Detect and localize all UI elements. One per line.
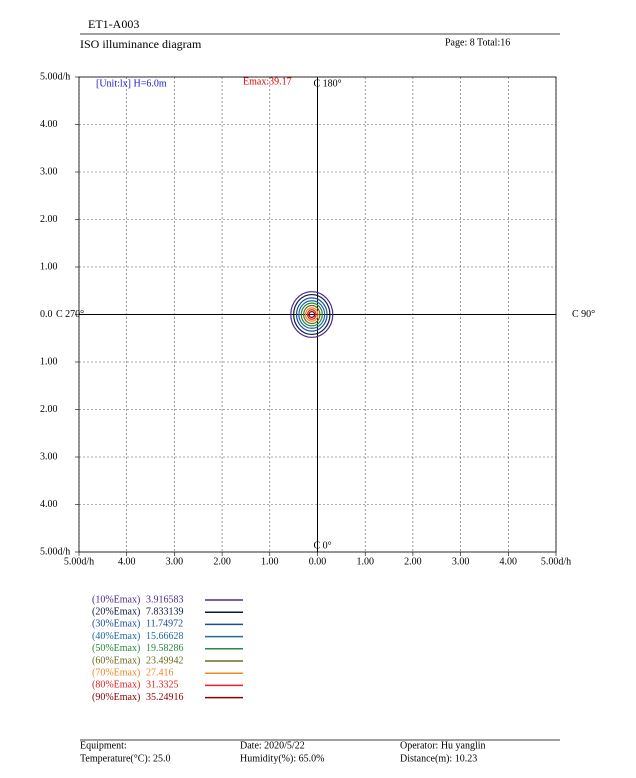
y-tick-label: 2.00 xyxy=(40,404,58,415)
legend-level: 7.833139 xyxy=(146,606,184,617)
legend-name: (10%Emax) xyxy=(92,594,140,605)
x-tick-label: 0.00 xyxy=(309,556,327,567)
legend-level: 31.3325 xyxy=(146,680,179,691)
legend-level: 35.24916 xyxy=(146,692,184,703)
x-tick-label: 2.00 xyxy=(213,556,231,567)
iso-contour xyxy=(308,311,316,318)
iso-contour xyxy=(300,302,323,327)
operator: Operator: Hu yanglin xyxy=(400,740,486,751)
legend-name: (20%Emax) xyxy=(92,606,140,617)
iso-contour xyxy=(306,309,317,320)
y-tick-label: 1.00 xyxy=(40,261,58,272)
legend-level: 15.66628 xyxy=(146,631,184,642)
page-info: Page: 8 Total:16 xyxy=(445,37,510,48)
y-tick-label: 4.00 xyxy=(40,119,58,130)
legend-name: (80%Emax) xyxy=(92,680,140,691)
legend-level: 3.916583 xyxy=(146,594,184,605)
y-tick-label: 3.00 xyxy=(40,166,58,177)
humidity: Humidity(%): 65.0% xyxy=(240,753,324,764)
x-tick-label: 3.00 xyxy=(452,556,470,567)
legend-level: 23.49942 xyxy=(146,655,184,666)
unit-label: [Unit:lx] H=6.0m xyxy=(96,78,167,89)
x-tick-label: 2.00 xyxy=(404,556,422,567)
x-tick-label: 4.00 xyxy=(118,556,136,567)
equipment: Equipment: xyxy=(80,740,127,751)
date: Date: 2020/5/22 xyxy=(240,740,305,751)
c-label-right: C 90° xyxy=(572,309,595,320)
c-label-bottom: C 0° xyxy=(314,540,332,551)
iso-contour xyxy=(293,293,331,336)
c-label-left: C 270° xyxy=(56,309,84,320)
x-tick-label: 1.00 xyxy=(261,556,279,567)
iso-contour xyxy=(295,297,328,332)
legend-level: 27.416 xyxy=(146,667,174,678)
c-label-top: C 180° xyxy=(314,78,342,89)
legend-level: 11.74972 xyxy=(146,619,183,630)
iso-contour xyxy=(298,300,326,329)
iso-contour xyxy=(290,291,334,338)
x-tick-label: 5.00d/h xyxy=(541,556,571,567)
x-tick-label: 4.00 xyxy=(500,556,518,567)
iso-contour xyxy=(303,304,321,325)
legend-name: (90%Emax) xyxy=(92,692,140,703)
y-tick-label: 2.00 xyxy=(40,214,58,225)
y-tick-label: 3.00 xyxy=(40,451,58,462)
iso-contour xyxy=(304,307,319,322)
y-tick-label: 4.00 xyxy=(40,499,58,510)
x-tick-label: 5.00d/h xyxy=(64,556,94,567)
legend-name: (60%Emax) xyxy=(92,655,140,666)
y-tick-label: 5.00d/h xyxy=(40,546,70,557)
legend-level: 19.58286 xyxy=(146,643,184,654)
legend-name: (70%Emax) xyxy=(92,667,140,678)
legend-name: (30%Emax) xyxy=(92,619,140,630)
y-tick-label: 1.00 xyxy=(40,356,58,367)
distance: Distance(m): 10.23 xyxy=(400,753,477,764)
report-code: ET1-A003 xyxy=(88,17,139,31)
report-title: ISO illuminance diagram xyxy=(80,37,202,51)
y-tick-label: 5.00d/h xyxy=(40,71,70,82)
legend-name: (40%Emax) xyxy=(92,631,140,642)
x-tick-label: 1.00 xyxy=(356,556,374,567)
emax-label: Emax:39.17 xyxy=(243,76,292,87)
y-tick-label: 0.0 xyxy=(40,309,53,320)
x-tick-label: 3.00 xyxy=(166,556,184,567)
temperature: Temperature(°C): 25.0 xyxy=(80,753,171,764)
legend-name: (50%Emax) xyxy=(92,643,140,654)
